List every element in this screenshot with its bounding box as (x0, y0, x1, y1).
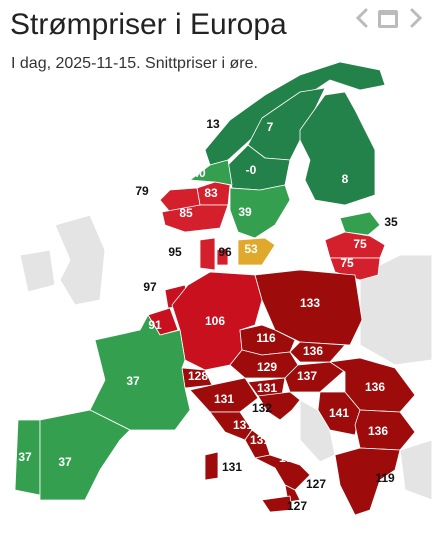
price-label: 96 (218, 245, 232, 259)
price-region (334, 447, 401, 516)
price-region (299, 91, 376, 206)
price-label: 35 (384, 215, 398, 229)
price-label: 136 (368, 424, 388, 438)
price-region (89, 314, 191, 431)
price-label: 37 (126, 374, 140, 388)
price-label: 75 (340, 256, 354, 270)
price-region (237, 237, 276, 266)
price-label: 131 (214, 392, 234, 406)
price-label: 39 (238, 205, 252, 219)
price-region (261, 495, 293, 513)
subtitle: I dag, 2025-11-15. Snittpriser i øre. (11, 55, 258, 72)
eastern-europe (359, 254, 432, 366)
price-label: 131 (257, 381, 277, 395)
price-region (257, 391, 301, 421)
price-label: 8 (342, 172, 349, 186)
price-label: 37 (58, 455, 72, 469)
price-label: 132 (252, 401, 272, 415)
price-region (199, 237, 216, 271)
ireland (19, 249, 56, 293)
prev-day-button[interactable] (355, 8, 368, 28)
price-label: 119 (375, 471, 395, 485)
price-label: 141 (329, 406, 349, 420)
calendar-button[interactable] (378, 10, 398, 28)
price-region (289, 341, 346, 363)
price-label: 75 (353, 237, 367, 251)
price-label: 131 (222, 460, 242, 474)
price-region (229, 184, 291, 239)
price-label: 7 (267, 120, 274, 134)
price-region (254, 454, 311, 491)
next-day-button[interactable] (410, 8, 423, 28)
price-region (39, 409, 131, 501)
price-region (189, 159, 233, 186)
price-label: 53 (244, 242, 258, 256)
price-regions (14, 61, 416, 516)
price-label: -0 (246, 163, 257, 177)
title: Strømpriser i Europa (10, 8, 287, 41)
price-label: 79 (135, 184, 149, 198)
price-region (161, 204, 229, 233)
price-label: 128 (188, 369, 208, 383)
price-region (244, 429, 271, 459)
price-region (216, 247, 229, 266)
price-region (204, 451, 219, 481)
price-label: 13 (206, 117, 220, 131)
price-region (159, 187, 201, 213)
turkey (399, 439, 432, 501)
price-region (339, 211, 381, 236)
price-region (329, 257, 381, 281)
price-label: 127 (287, 499, 307, 513)
price-region (204, 61, 386, 166)
price-label: 37 (18, 450, 32, 464)
price-label: 40 (192, 166, 206, 180)
price-region (254, 269, 363, 346)
price-label: 131 (279, 451, 299, 465)
price-label: 91 (148, 318, 162, 332)
price-label: 136 (303, 344, 323, 358)
price-label: 131 (250, 433, 270, 447)
price-label: 116 (256, 331, 276, 345)
great-britain (54, 214, 106, 306)
price-label: 131 (233, 418, 253, 432)
price-label: 97 (143, 280, 157, 294)
price-label: 136 (365, 380, 385, 394)
price-region (229, 349, 299, 379)
price-label: 83 (204, 186, 218, 200)
price-label: 129 (257, 360, 277, 374)
nav-icons (355, 8, 423, 28)
price-label: 106 (205, 314, 225, 328)
price-label: 85 (179, 206, 193, 220)
price-label: 127 (306, 477, 326, 491)
price-label: 95 (168, 245, 182, 259)
price-region (317, 391, 361, 436)
price-label: 133 (300, 296, 320, 310)
price-label: 137 (297, 369, 317, 383)
